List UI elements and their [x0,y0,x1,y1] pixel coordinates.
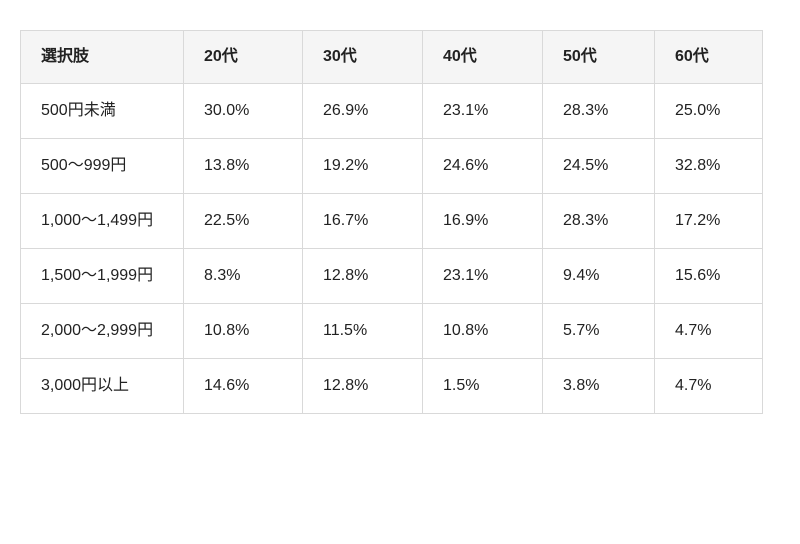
age-spending-table: 選択肢 20代 30代 40代 50代 60代 500円未満 30.0% 26.… [20,30,763,414]
table-cell: 9.4% [542,248,655,304]
table-cell: 28.3% [542,83,655,139]
table-cell: 4.7% [654,358,763,414]
table-row: 2,000〜2,999円 10.8% 11.5% 10.8% 5.7% 4.7% [20,303,763,359]
table-row: 1,000〜1,499円 22.5% 16.7% 16.9% 28.3% 17.… [20,193,763,249]
column-header-20s: 20代 [183,30,303,84]
table-cell: 24.6% [422,138,543,194]
table-body: 500円未満 30.0% 26.9% 23.1% 28.3% 25.0% 500… [20,83,763,414]
table-cell: 16.7% [302,193,423,249]
table-cell: 11.5% [302,303,423,359]
table-cell: 17.2% [654,193,763,249]
column-header-60s: 60代 [654,30,763,84]
table-row: 500〜999円 13.8% 19.2% 24.6% 24.5% 32.8% [20,138,763,194]
table-row: 1,500〜1,999円 8.3% 12.8% 23.1% 9.4% 15.6% [20,248,763,304]
table-cell: 8.3% [183,248,303,304]
row-label: 500〜999円 [20,138,184,194]
table-cell: 12.8% [302,358,423,414]
table-cell: 10.8% [183,303,303,359]
table-cell: 24.5% [542,138,655,194]
table-cell: 32.8% [654,138,763,194]
column-header-choice: 選択肢 [20,30,184,84]
table-cell: 5.7% [542,303,655,359]
table-cell: 16.9% [422,193,543,249]
table-cell: 30.0% [183,83,303,139]
table-cell: 25.0% [654,83,763,139]
column-header-50s: 50代 [542,30,655,84]
row-label: 1,000〜1,499円 [20,193,184,249]
table-cell: 10.8% [422,303,543,359]
table-cell: 13.8% [183,138,303,194]
table-row: 3,000円以上 14.6% 12.8% 1.5% 3.8% 4.7% [20,358,763,414]
table-cell: 28.3% [542,193,655,249]
table-cell: 4.7% [654,303,763,359]
table-cell: 15.6% [654,248,763,304]
row-label: 1,500〜1,999円 [20,248,184,304]
header-row: 選択肢 20代 30代 40代 50代 60代 [20,30,763,84]
table-header: 選択肢 20代 30代 40代 50代 60代 [20,30,763,84]
table-cell: 3.8% [542,358,655,414]
column-header-30s: 30代 [302,30,423,84]
table-cell: 23.1% [422,83,543,139]
table-cell: 19.2% [302,138,423,194]
survey-table-container: 選択肢 20代 30代 40代 50代 60代 500円未満 30.0% 26.… [20,30,800,414]
table-cell: 26.9% [302,83,423,139]
table-cell: 23.1% [422,248,543,304]
table-cell: 22.5% [183,193,303,249]
row-label: 500円未満 [20,83,184,139]
column-header-40s: 40代 [422,30,543,84]
table-cell: 12.8% [302,248,423,304]
table-row: 500円未満 30.0% 26.9% 23.1% 28.3% 25.0% [20,83,763,139]
row-label: 3,000円以上 [20,358,184,414]
table-cell: 1.5% [422,358,543,414]
table-cell: 14.6% [183,358,303,414]
row-label: 2,000〜2,999円 [20,303,184,359]
